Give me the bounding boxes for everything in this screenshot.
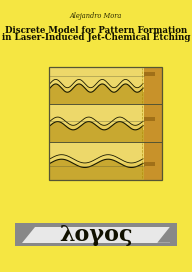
Bar [49, 168, 144, 180]
Bar [144, 117, 155, 121]
Bar [144, 162, 155, 166]
Bar [49, 67, 162, 104]
Text: λογος: λογος [59, 224, 133, 246]
Bar [49, 130, 144, 142]
Bar [144, 72, 155, 76]
Bar [144, 104, 162, 142]
Bar [49, 142, 162, 180]
Bar [49, 142, 144, 163]
Bar [15, 223, 177, 246]
Bar [49, 104, 162, 142]
Text: Discrete Model for Pattern Formation: Discrete Model for Pattern Formation [5, 26, 187, 35]
Bar [144, 67, 162, 104]
Bar [49, 67, 144, 87]
Text: Alejandro Mora: Alejandro Mora [70, 12, 122, 20]
Text: in Laser-Induced Jet-Chemical Etching: in Laser-Induced Jet-Chemical Etching [2, 33, 190, 42]
Polygon shape [157, 227, 170, 243]
Bar [49, 104, 144, 125]
Bar [49, 67, 162, 180]
Bar [22, 227, 170, 243]
Bar [49, 92, 144, 104]
Polygon shape [22, 227, 35, 243]
Bar [144, 142, 162, 180]
